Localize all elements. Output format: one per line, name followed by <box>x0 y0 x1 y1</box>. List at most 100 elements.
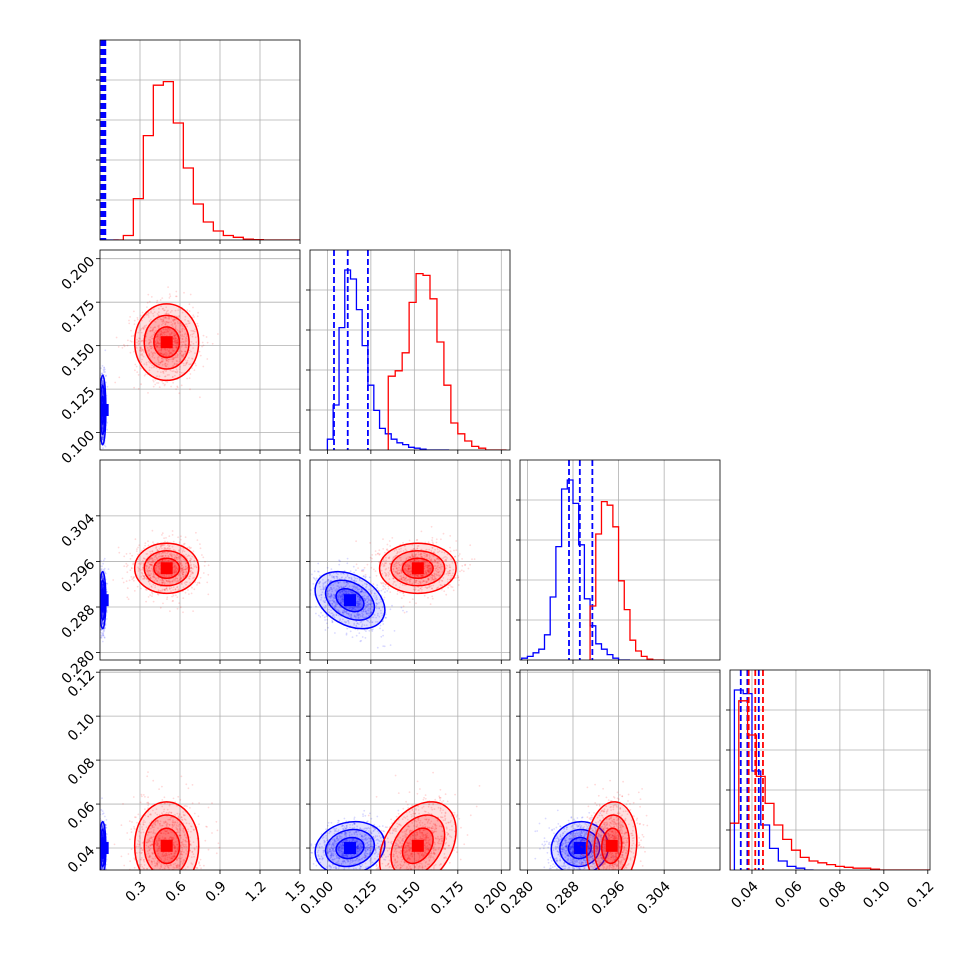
scatter-point <box>156 549 159 552</box>
scatter-point <box>164 540 166 543</box>
scatter-point <box>158 553 161 555</box>
scatter-point <box>383 645 386 648</box>
scatter-point <box>384 551 386 554</box>
scatter-point <box>100 372 103 375</box>
scatter-point <box>349 630 352 633</box>
scatter-point <box>176 339 179 341</box>
scatter-point <box>163 581 166 584</box>
scatter-point <box>180 384 183 387</box>
scatter-point <box>178 549 180 552</box>
scatter-point <box>189 373 192 375</box>
scatter-point <box>182 543 185 546</box>
scatter-point <box>176 345 179 348</box>
scatter-point <box>178 360 181 363</box>
scatter-point <box>97 596 99 598</box>
scatter-point <box>149 563 151 566</box>
scatter-point <box>366 563 369 566</box>
scatter-point <box>171 555 174 558</box>
scatter-point <box>161 581 164 584</box>
scatter-point <box>101 613 104 616</box>
scatter-point <box>167 327 170 330</box>
scatter-point <box>104 461 106 463</box>
scatter-point <box>176 342 179 345</box>
scatter-point <box>172 571 175 574</box>
scatter-point <box>101 427 104 430</box>
scatter-point <box>152 572 155 575</box>
scatter-point <box>176 341 179 344</box>
scatter-point <box>138 337 141 340</box>
scatter-point <box>141 349 144 352</box>
scatter-point <box>185 572 188 574</box>
scatter-point <box>185 337 188 340</box>
scatter-point <box>137 343 140 346</box>
scatter-point <box>178 602 181 604</box>
scatter-point <box>152 380 155 383</box>
scatter-point <box>129 351 132 354</box>
scatter-point <box>149 563 152 566</box>
scatter-point <box>164 357 167 360</box>
scatter-point <box>182 354 185 357</box>
scatter-point <box>184 340 187 343</box>
scatter-point <box>181 337 184 340</box>
scatter-point <box>170 574 173 577</box>
scatter-point <box>177 322 180 325</box>
scatter-point <box>102 381 104 384</box>
scatter-point <box>334 632 336 634</box>
scatter-point <box>148 583 151 585</box>
scatter-point <box>386 590 389 592</box>
scatter-point <box>408 539 411 542</box>
scatter-point <box>101 575 104 578</box>
scatter-point <box>184 575 186 577</box>
scatter-point <box>189 557 192 560</box>
scatter-point <box>169 311 172 314</box>
scatter-point <box>156 340 159 343</box>
scatter-point <box>188 377 191 379</box>
scatter-point <box>161 360 164 363</box>
scatter-point <box>126 587 129 590</box>
scatter-point <box>157 358 159 361</box>
scatter-point <box>152 312 154 315</box>
scatter-point <box>141 353 144 355</box>
scatter-point <box>140 327 143 330</box>
scatter-point <box>157 563 160 565</box>
scatter-point <box>176 356 179 358</box>
scatter-point <box>135 550 138 553</box>
scatter-point <box>184 343 187 346</box>
scatter-point <box>166 348 169 351</box>
scatter-point <box>150 311 153 314</box>
scatter-point <box>165 548 168 550</box>
scatter-point <box>157 593 160 596</box>
scatter-point <box>135 341 137 344</box>
scatter-point <box>167 555 170 557</box>
panel-content-1-1 <box>310 250 510 450</box>
scatter-point <box>169 610 171 613</box>
scatter-point <box>125 553 128 555</box>
scatter-point <box>432 542 434 545</box>
scatter-point <box>164 375 167 378</box>
scatter-point <box>101 586 104 589</box>
scatter-point <box>163 537 166 540</box>
scatter-point <box>150 347 153 350</box>
scatter-point <box>165 587 168 590</box>
scatter-point <box>168 559 171 562</box>
scatter-point <box>155 342 158 345</box>
panel-frame <box>99 249 301 451</box>
scatter-point <box>346 627 349 630</box>
scatter-point <box>101 424 104 427</box>
scatter-point <box>150 329 153 332</box>
scatter-point <box>385 616 388 619</box>
scatter-point <box>160 305 163 307</box>
scatter-point <box>142 559 144 562</box>
scatter-point <box>177 350 180 353</box>
scatter-point <box>168 582 171 584</box>
scatter-point <box>158 324 161 327</box>
scatter-point <box>180 535 182 538</box>
scatter-point <box>153 351 156 354</box>
scatter-point <box>175 356 178 359</box>
scatter-point <box>153 576 156 578</box>
scatter-point <box>174 341 177 344</box>
scatter-point <box>174 356 177 359</box>
scatter-point <box>127 598 130 601</box>
scatter-point <box>101 576 103 579</box>
scatter-point <box>188 577 190 580</box>
